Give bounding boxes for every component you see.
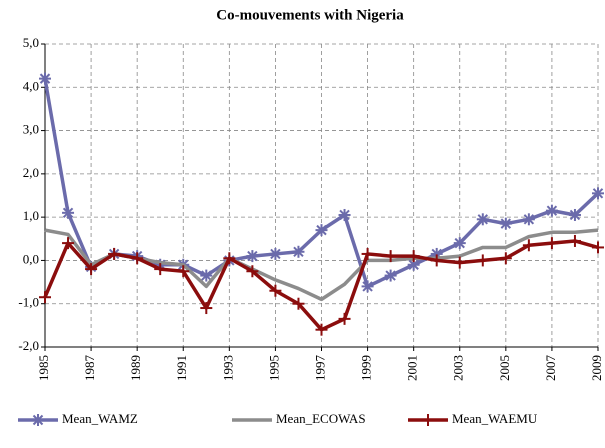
- x-tick-label: 1989: [128, 355, 143, 381]
- y-tick-label: -1,0: [18, 295, 39, 310]
- marker-stroke: [500, 218, 512, 229]
- point-marker: [246, 265, 259, 278]
- y-tick-label: -2,0: [18, 338, 39, 353]
- point-marker: [131, 252, 144, 265]
- marker-stroke: [201, 270, 212, 281]
- point-marker: [269, 284, 282, 297]
- point-marker: [453, 237, 466, 250]
- point-marker: [223, 252, 236, 265]
- point-marker: [85, 263, 98, 276]
- point-marker: [338, 312, 351, 325]
- y-tick-label: 5,0: [23, 35, 39, 50]
- point-marker: [154, 263, 167, 276]
- marker-stroke: [270, 248, 281, 260]
- point-marker: [292, 245, 305, 258]
- marker-stroke: [293, 246, 304, 257]
- point-marker: [246, 250, 259, 263]
- point-marker: [315, 323, 328, 336]
- marker-stroke: [546, 205, 558, 216]
- marker-stroke: [339, 209, 350, 221]
- x-tick-label: 2007: [543, 355, 558, 382]
- marker-stroke: [362, 281, 373, 292]
- point-marker: [108, 247, 121, 260]
- marker-stroke: [316, 224, 327, 236]
- legend-label: Mean_ECOWAS: [276, 411, 366, 426]
- point-marker: [476, 254, 489, 267]
- x-tick-label: 1997: [312, 355, 327, 382]
- point-marker: [592, 241, 604, 254]
- point-marker: [361, 247, 374, 260]
- marker-stroke: [569, 209, 581, 221]
- point-marker: [476, 213, 489, 226]
- point-marker: [384, 269, 397, 282]
- point-marker: [315, 224, 328, 237]
- x-tick-label: 2001: [405, 355, 420, 381]
- x-tick-label: 2005: [497, 355, 512, 381]
- point-marker: [39, 72, 51, 85]
- marker-stroke: [477, 214, 488, 225]
- point-marker: [453, 256, 466, 269]
- point-marker: [407, 250, 420, 263]
- point-marker: [338, 208, 351, 221]
- point-marker: [592, 187, 604, 200]
- point-marker: [200, 269, 213, 282]
- point-marker: [177, 265, 190, 278]
- point-marker: [269, 247, 282, 260]
- point-marker: [200, 302, 213, 315]
- x-tick-label: 2009: [589, 355, 604, 381]
- marker-stroke: [32, 414, 44, 426]
- marker-stroke: [39, 73, 51, 84]
- marker-stroke: [62, 207, 74, 219]
- marker-stroke: [385, 270, 396, 281]
- y-tick-label: 4,0: [23, 78, 39, 93]
- x-tick-label: 1985: [36, 355, 51, 381]
- point-marker: [39, 291, 51, 304]
- point-marker: [430, 254, 443, 267]
- marker-stroke: [592, 188, 604, 199]
- point-marker: [499, 217, 512, 230]
- marker-stroke: [454, 237, 465, 249]
- marker-stroke: [247, 250, 258, 262]
- y-tick-label: 1,0: [23, 208, 39, 223]
- point-marker: [522, 213, 535, 226]
- point-marker: [545, 237, 558, 250]
- point-marker: [384, 250, 397, 263]
- x-tick-label: 1995: [266, 355, 281, 381]
- x-tick-label: 1999: [359, 355, 374, 381]
- y-tick-label: 2,0: [23, 165, 39, 180]
- point-marker: [422, 414, 434, 426]
- marker-stroke: [523, 214, 535, 225]
- point-marker: [568, 234, 581, 247]
- y-tick-label: 3,0: [23, 122, 39, 137]
- marker-stroke: [408, 259, 419, 270]
- point-marker: [292, 297, 305, 310]
- point-marker: [361, 280, 374, 293]
- point-marker: [568, 208, 581, 221]
- point-marker: [32, 414, 44, 426]
- point-marker: [522, 239, 535, 252]
- chart-title: Co-mouvements with Nigeria: [216, 7, 404, 23]
- y-tick-label: 0,0: [23, 251, 39, 266]
- x-tick-label: 1991: [174, 355, 189, 381]
- x-tick-label: 1993: [220, 355, 235, 381]
- point-marker: [545, 204, 558, 217]
- legend-label: Mean_WAMZ: [62, 411, 138, 426]
- legend-label: Mean_WAEMU: [452, 411, 538, 426]
- point-marker: [499, 252, 512, 265]
- x-tick-label: 1987: [82, 355, 97, 382]
- point-marker: [62, 237, 75, 250]
- x-tick-label: 2003: [451, 355, 466, 381]
- point-marker: [62, 206, 75, 219]
